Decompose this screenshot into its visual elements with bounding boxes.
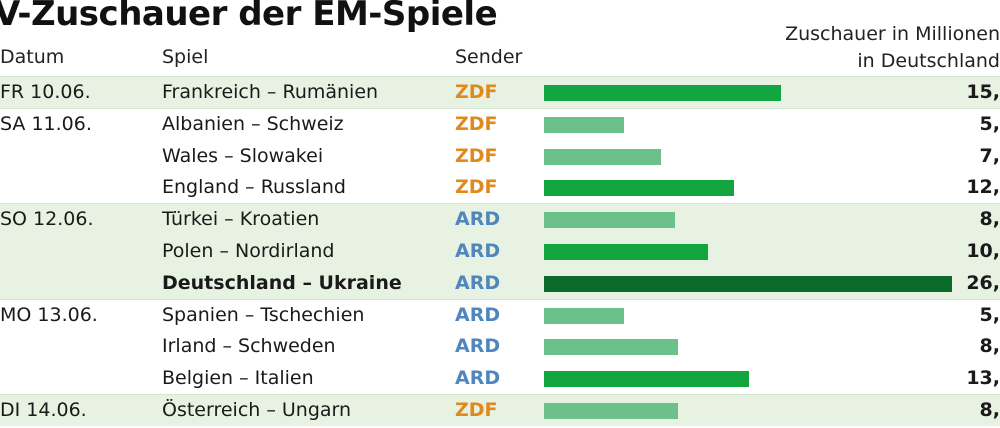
date-group-shade (0, 76, 1000, 108)
row-sender: ZDF (455, 176, 498, 199)
viewer-bar (544, 243, 708, 260)
row-sender: ARD (455, 271, 501, 294)
date-group-shade (0, 394, 1000, 426)
header-match: Spiel (162, 46, 209, 68)
row-match: England – Russland (162, 176, 346, 199)
header-unit-line1: Zuschauer in Millionen (785, 23, 1000, 45)
row-date: FR 10.06. (0, 81, 91, 103)
viewer-value: 8, (979, 208, 1000, 231)
row-match: Österreich – Ungarn (162, 399, 352, 421)
row-sender: ZDF (455, 144, 498, 167)
group-divider (0, 394, 1000, 395)
viewer-bar (544, 212, 675, 229)
row-sender: ZDF (455, 81, 498, 103)
viewer-value: 8, (979, 335, 1000, 358)
row-match: Türkei – Kroatien (162, 208, 320, 231)
header-date: Datum (0, 46, 65, 68)
row-sender: ARD (455, 208, 501, 231)
viewer-bar (544, 402, 678, 419)
row-match: Spanien – Tschechien (162, 303, 365, 326)
group-divider (0, 203, 1000, 205)
viewer-bar (544, 275, 952, 292)
row-match: Irland – Schweden (162, 335, 336, 358)
group-divider (0, 76, 1000, 77)
viewer-value: 5, (979, 112, 1000, 135)
row-sender: ZDF (455, 112, 498, 135)
header-sender: Sender (455, 46, 523, 68)
row-sender: ARD (455, 335, 501, 358)
viewer-value: 15, (966, 81, 1000, 103)
row-date: DI 14.06. (0, 399, 87, 421)
row-sender: ARD (455, 303, 501, 326)
viewer-bar (544, 84, 781, 101)
viewer-value: 8, (979, 399, 1000, 421)
viewer-value: 13, (966, 367, 1000, 390)
viewer-bar (544, 116, 624, 133)
viewer-bar (544, 148, 661, 165)
row-sender: ARD (455, 367, 501, 390)
viewer-value: 7, (979, 144, 1000, 167)
row-match: Frankreich – Rumänien (162, 81, 379, 103)
group-divider (0, 298, 1000, 300)
row-date: SO 12.06. (0, 208, 94, 231)
viewer-bar (544, 371, 749, 388)
row-match: Wales – Slowakei (162, 144, 324, 167)
header-unit-line2: in Deutschland (857, 50, 1000, 72)
row-match: Deutschland – Ukraine (162, 271, 402, 294)
viewer-bar (544, 307, 624, 324)
viewer-bar (544, 339, 678, 356)
viewer-value: 12, (966, 176, 1000, 199)
header-unit: Zuschauer in Millionen in Deutschland (785, 21, 1000, 75)
viewer-bar (544, 180, 734, 197)
viewer-value: 5, (979, 303, 1000, 326)
viewer-value: 10, (966, 240, 1000, 262)
chart-title: V-Zuschauer der EM-Spiele (0, 0, 498, 34)
row-date: MO 13.06. (0, 303, 98, 326)
group-divider (0, 107, 1000, 109)
row-sender: ZDF (455, 399, 498, 421)
row-match: Polen – Nordirland (162, 240, 335, 262)
row-sender: ARD (455, 240, 501, 262)
viewer-value: 26, (966, 271, 1000, 294)
row-match: Albanien – Schweiz (162, 112, 344, 135)
row-date: SA 11.06. (0, 112, 92, 135)
row-match: Belgien – Italien (162, 367, 314, 390)
